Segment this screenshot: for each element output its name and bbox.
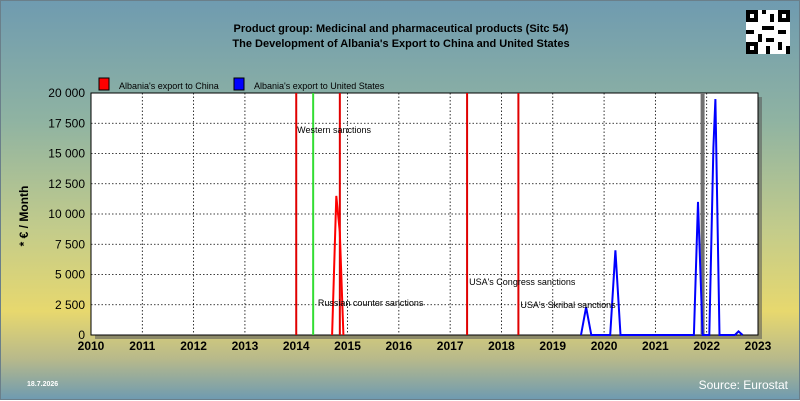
legend-label: Albania's export to China [119, 81, 219, 91]
y-tick-label: 12 500 [48, 177, 85, 191]
y-tick-label: 10 000 [48, 207, 85, 221]
x-tick-label: 2015 [334, 339, 361, 353]
x-tick-label: 2012 [180, 339, 207, 353]
chart-title-line2: The Development of Albania's Export to C… [232, 38, 570, 50]
x-tick-label: 2017 [437, 339, 464, 353]
x-tick-label: 2020 [591, 339, 618, 353]
legend-label: Albania's export to United States [254, 81, 385, 91]
y-tick-label: 0 [78, 328, 85, 342]
y-tick-label: 5 000 [55, 268, 85, 282]
qr-code-icon [746, 10, 790, 54]
y-tick-label: 2 500 [55, 298, 85, 312]
legend-swatch [233, 77, 245, 91]
series-line [331, 195, 345, 336]
event-annotation: Russian counter sanctions [318, 298, 424, 308]
x-tick-label: 2010 [78, 339, 105, 353]
x-tick-label: 2014 [283, 339, 310, 353]
x-tick-label: 2019 [539, 339, 566, 353]
y-tick-label: 20 000 [48, 86, 85, 100]
x-tick-label: 2016 [385, 339, 412, 353]
event-annotation: USA's Skribal sanctions [520, 300, 616, 310]
y-tick-label: 17 500 [48, 116, 85, 130]
report-date: 18.7.2026 [27, 381, 59, 388]
y-tick-label: 7 500 [55, 237, 85, 251]
x-tick-label: 2022 [693, 339, 720, 353]
event-annotation: USA's Congress sanctions [469, 277, 576, 287]
legend-swatch [98, 77, 110, 91]
y-tick-label: 15 000 [48, 147, 85, 161]
x-tick-label: 2018 [488, 339, 515, 353]
series-line [580, 99, 744, 336]
source-label: Source: Eurostat [698, 378, 788, 392]
event-annotation: Western sanctions [297, 125, 371, 135]
chart-title-line1: Product group: Medicinal and pharmaceuti… [233, 23, 569, 35]
x-tick-label: 2013 [232, 339, 259, 353]
x-tick-label: 2011 [129, 339, 155, 353]
x-tick-label: 2021 [642, 339, 669, 353]
x-tick-label: 2023 [745, 339, 772, 353]
